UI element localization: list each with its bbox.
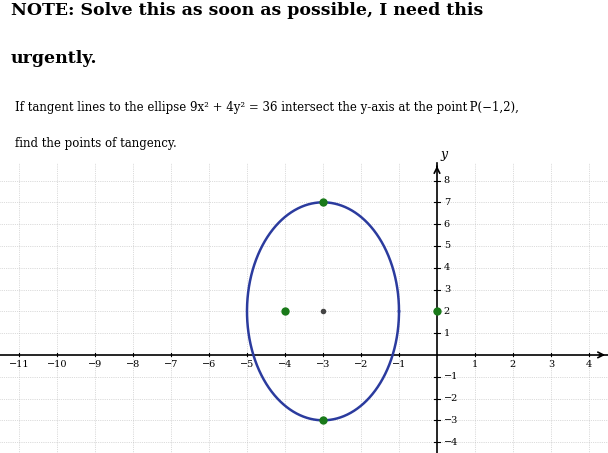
Text: 8: 8 xyxy=(444,176,450,185)
Text: −5: −5 xyxy=(240,360,254,369)
Text: −10: −10 xyxy=(47,360,67,369)
Text: 6: 6 xyxy=(444,220,450,229)
Text: −7: −7 xyxy=(164,360,178,369)
Text: −8: −8 xyxy=(126,360,140,369)
Text: 5: 5 xyxy=(444,241,450,251)
Text: urgently.: urgently. xyxy=(11,50,97,67)
Text: −4: −4 xyxy=(278,360,292,369)
Text: 1: 1 xyxy=(444,328,450,337)
Text: 4: 4 xyxy=(444,263,450,272)
Text: −3: −3 xyxy=(316,360,330,369)
Text: NOTE: Solve this as soon as possible, I need this: NOTE: Solve this as soon as possible, I … xyxy=(11,2,483,19)
Text: 7: 7 xyxy=(444,198,450,207)
Text: −2: −2 xyxy=(444,394,458,403)
Text: 1: 1 xyxy=(472,360,478,369)
Text: −9: −9 xyxy=(88,360,102,369)
Text: If tangent lines to the ellipse 9x² + 4y² = 36 intersect the y-axis at the point: If tangent lines to the ellipse 9x² + 4y… xyxy=(15,101,519,114)
Text: −1: −1 xyxy=(392,360,406,369)
Text: y: y xyxy=(440,148,447,161)
Text: 3: 3 xyxy=(444,285,450,294)
Text: −2: −2 xyxy=(354,360,368,369)
Text: −4: −4 xyxy=(444,438,458,447)
Text: −3: −3 xyxy=(444,416,458,425)
Text: 2: 2 xyxy=(444,307,450,316)
Text: −6: −6 xyxy=(202,360,216,369)
Text: −1: −1 xyxy=(444,372,458,381)
Text: 4: 4 xyxy=(586,360,592,369)
Text: 3: 3 xyxy=(548,360,554,369)
Text: find the points of tangency.: find the points of tangency. xyxy=(15,137,177,150)
Text: −11: −11 xyxy=(9,360,29,369)
Text: 2: 2 xyxy=(510,360,516,369)
